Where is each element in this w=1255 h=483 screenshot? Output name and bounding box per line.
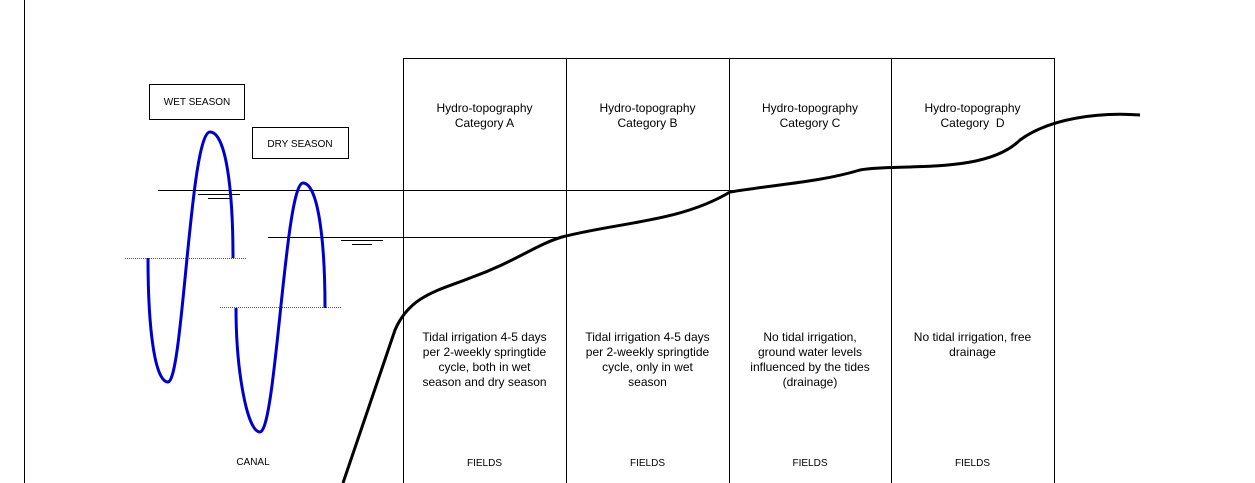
column-title: Category C [780, 116, 841, 130]
column-description: Tidal irrigation 4-5 days [422, 330, 546, 344]
column-description: Tidal irrigation 4-5 days [585, 330, 709, 344]
column-footer: FIELDS [955, 458, 990, 469]
column-description: season [628, 375, 667, 389]
column-footer: FIELDS [792, 458, 827, 469]
column-description: drainage [949, 345, 996, 359]
column-description: per 2-weekly springtide [586, 345, 710, 359]
column-title: Category B [617, 116, 677, 130]
terrain-profile [341, 112, 1141, 483]
wet-season-label: WET SEASON [164, 97, 231, 108]
column-footer: FIELDS [467, 458, 502, 469]
column-description: (drainage) [783, 375, 838, 389]
column-description: cycle, only in wet [602, 360, 693, 374]
column-description: ground water levels [758, 345, 862, 359]
dry-tide-wave [234, 181, 327, 434]
column-title: Hydro-topography [436, 101, 532, 115]
column-description: No tidal irrigation, free [914, 330, 1032, 344]
column-description: season and dry season [422, 375, 546, 389]
column-title: Hydro-topography [924, 101, 1020, 115]
column-title: Category A [455, 116, 514, 130]
column-footer: FIELDS [630, 458, 665, 469]
dry-season-box [252, 127, 349, 159]
column-description: cycle, both in wet [438, 360, 531, 374]
column-title: Category D [940, 116, 1004, 130]
column-title: Hydro-topography [762, 101, 858, 115]
canal-label: CANAL [236, 457, 270, 468]
column-title: Hydro-topography [599, 101, 695, 115]
column-description: No tidal irrigation, [763, 330, 856, 344]
wet-season-box [149, 84, 245, 120]
column-description: per 2-weekly springtide [423, 345, 547, 359]
wet-tide-wave [146, 130, 235, 384]
dry-season-label: DRY SEASON [267, 139, 332, 150]
column-description: influenced by the tides [750, 360, 869, 374]
